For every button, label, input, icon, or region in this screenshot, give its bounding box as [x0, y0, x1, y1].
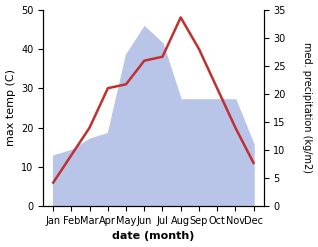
Y-axis label: max temp (C): max temp (C) — [5, 69, 16, 146]
Y-axis label: med. precipitation (kg/m2): med. precipitation (kg/m2) — [302, 42, 313, 173]
X-axis label: date (month): date (month) — [112, 231, 195, 242]
